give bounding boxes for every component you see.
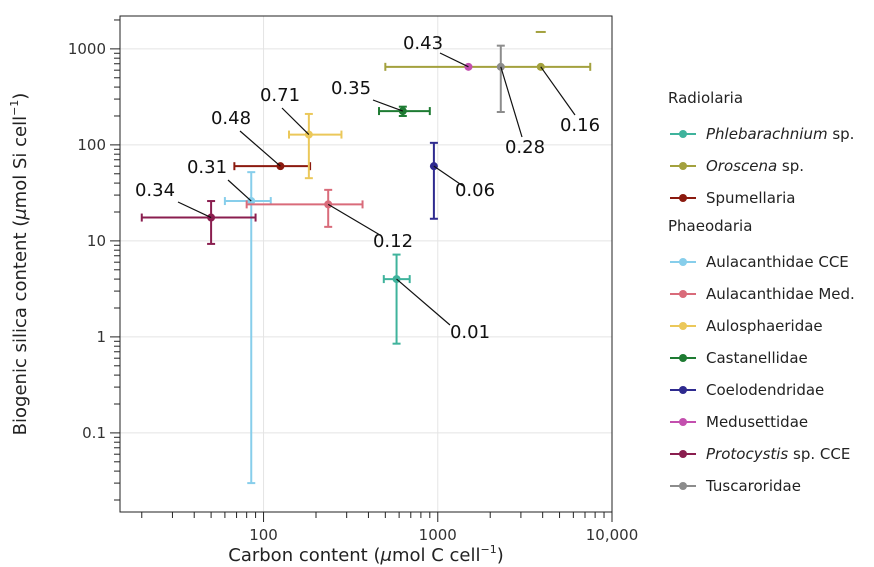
y-tick-label: 10 <box>87 232 106 250</box>
plot-panel <box>119 15 613 513</box>
legend-group-title: Phaeodaria <box>668 217 753 235</box>
annotation-leader <box>500 66 523 138</box>
legend-key <box>668 127 698 141</box>
legend-item: Aulosphaeridae <box>668 310 855 342</box>
axis-ticks: 100 1000 10,000 0.1 1 10 100 1000 <box>68 19 639 544</box>
annotation-label: 0.12 <box>373 231 413 252</box>
legend-label: Aulosphaeridae <box>706 317 823 335</box>
annotation-leader <box>227 179 252 202</box>
legend-item: Coelodendridae <box>668 374 855 406</box>
series-point <box>429 141 438 220</box>
legend-key <box>668 415 698 429</box>
series-point <box>233 162 312 171</box>
series-point <box>496 44 505 114</box>
legend-label: Spumellaria <box>706 189 796 207</box>
legend-item: Aulacanthidae Med. <box>668 278 855 310</box>
legend-label: Aulacanthidae Med. <box>706 285 855 303</box>
legend-label: Castanellidae <box>706 349 808 367</box>
annotations: 0.01 0.16 0.48 0.31 0.12 0.71 0.35 0.06 0.43 0.34… <box>135 33 600 343</box>
legend-key <box>668 383 698 397</box>
legend-item: Castanellidae <box>668 342 855 374</box>
annotation-leader <box>372 99 404 112</box>
legend-key <box>668 479 698 493</box>
legend-label: Phlebarachnium sp. <box>706 125 855 143</box>
annotation-leader <box>239 130 281 167</box>
y-tick-label: 1 <box>96 328 106 346</box>
legend-key <box>668 159 698 173</box>
annotation-label: 0.28 <box>505 137 545 158</box>
legend-item: Aulacanthidae CCE <box>668 246 855 278</box>
x-tick-label: 1000 <box>419 526 457 544</box>
y-axis-label: Biogenic silica content (μmol Si cell−1) <box>8 93 31 436</box>
annotation-leader <box>433 165 464 187</box>
legend-label: Oroscena sp. <box>706 157 805 175</box>
legend-label: Tuscaroridae <box>706 477 801 495</box>
legend-key <box>668 447 698 461</box>
legend-item: Protocystis sp. CCE <box>668 438 855 470</box>
annotation-leader <box>396 278 451 326</box>
legend-key <box>668 255 698 269</box>
legend-key <box>668 319 698 333</box>
series-point <box>378 105 431 117</box>
annotation-leader <box>281 107 310 136</box>
x-axis-label: Carbon content (μmol C cell−1) <box>228 543 503 566</box>
annotation-label: 0.01 <box>450 322 490 343</box>
legend-label: Coelodendridae <box>706 381 825 399</box>
annotation-leader <box>540 66 576 116</box>
series-point <box>245 188 364 228</box>
y-tick-label: 100 <box>77 136 106 154</box>
legend-key <box>668 191 698 205</box>
legend-item: Medusettidae <box>668 406 855 438</box>
legend-key <box>668 287 698 301</box>
annotation-label: 0.71 <box>260 85 300 106</box>
legend-group-title: Radiolaria <box>668 89 744 107</box>
legend-item: Phlebarachnium sp. <box>668 118 855 150</box>
x-tick-label: 100 <box>249 526 278 544</box>
annotation-label: 0.43 <box>403 33 443 54</box>
series-point <box>288 112 343 180</box>
legend-item: Tuscaroridae <box>668 470 855 502</box>
series-point <box>140 200 257 245</box>
annotation-label: 0.35 <box>331 78 371 99</box>
series-layer <box>140 30 592 485</box>
y-tick-label: 0.1 <box>82 424 106 442</box>
annotation-leader <box>439 52 469 68</box>
series-point <box>382 253 411 345</box>
legend: Radiolaria Phlebarachnium sp. Oroscena sp.… <box>668 86 855 502</box>
annotation-label: 0.06 <box>455 180 495 201</box>
annotation-label: 0.16 <box>560 115 600 136</box>
legend-label: Aulacanthidae CCE <box>706 253 849 271</box>
annotation-leader <box>327 203 381 236</box>
y-tick-label: 1000 <box>68 40 106 58</box>
annotation-leader <box>177 201 212 219</box>
annotation-label: 0.31 <box>187 157 227 178</box>
x-tick-label: 10,000 <box>586 526 639 544</box>
legend-label: Medusettidae <box>706 413 809 431</box>
legend-item: Oroscena sp. <box>668 150 855 182</box>
annotation-label: 0.34 <box>135 180 175 201</box>
legend-key <box>668 351 698 365</box>
legend-label: Protocystis sp. CCE <box>706 445 851 463</box>
legend-item: Spumellaria <box>668 182 855 214</box>
annotation-label: 0.48 <box>211 108 251 129</box>
